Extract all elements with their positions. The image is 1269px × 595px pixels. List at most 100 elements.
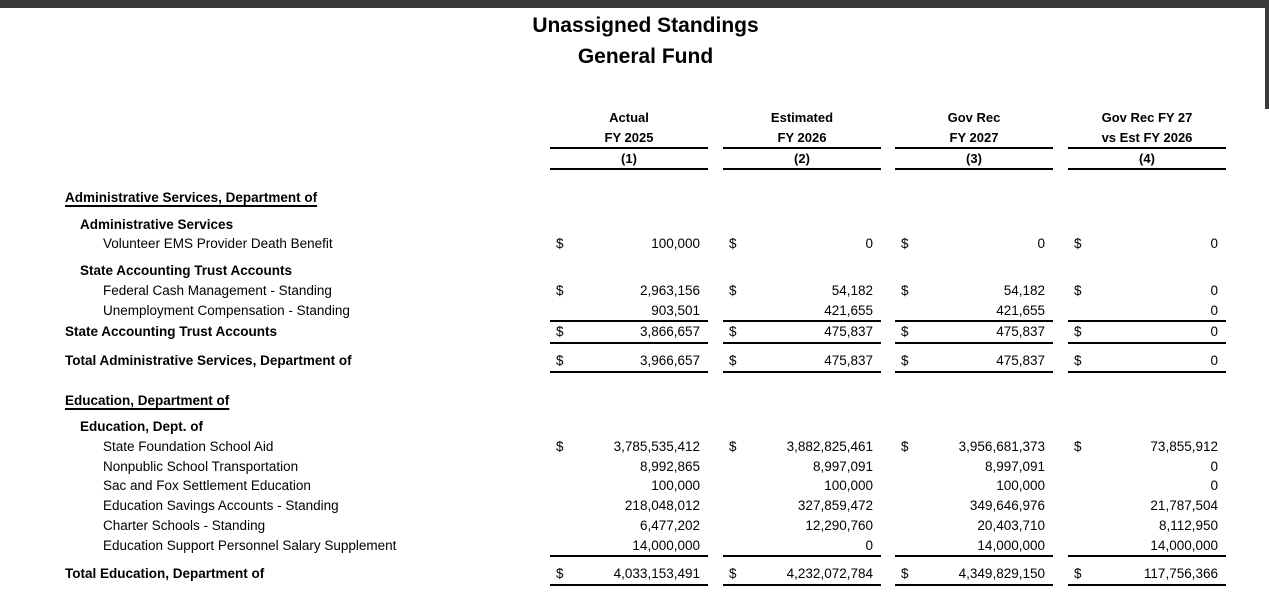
cell-value: 0 xyxy=(1210,478,1218,494)
value-cell: $ 475,837 xyxy=(895,351,1053,373)
dollar-sign: $ xyxy=(901,236,909,252)
row-label: Education Support Personnel Salary Suppl… xyxy=(103,537,397,553)
table-row: Federal Cash Management - Standing $ 2,9… xyxy=(0,281,1269,301)
cell-value: 8,997,091 xyxy=(812,458,873,474)
dollar-sign: $ xyxy=(901,282,909,298)
value-cell: 421,655 xyxy=(895,301,1053,323)
table-row: State Accounting Trust Accounts xyxy=(0,261,1269,281)
value-cell: $ 3,785,535,412 xyxy=(550,437,708,457)
column-number: (2) xyxy=(723,149,881,170)
value-cell: $ 0 xyxy=(1068,351,1226,373)
dollar-sign: $ xyxy=(1074,282,1082,298)
dollar-sign: $ xyxy=(729,282,737,298)
dollar-sign: $ xyxy=(729,352,737,368)
cell-value: 475,837 xyxy=(824,352,873,368)
table-row: Sac and Fox Settlement Education 100,000… xyxy=(0,476,1269,496)
cell-value: 475,837 xyxy=(996,352,1045,368)
column-label-line1: Gov Rec FY 27 xyxy=(1101,110,1193,125)
row-label: Volunteer EMS Provider Death Benefit xyxy=(103,236,333,252)
dollar-sign: $ xyxy=(901,439,909,455)
value-cell: 100,000 xyxy=(550,476,708,496)
cell-value: 0 xyxy=(1210,458,1218,474)
cell-value: 3,785,535,412 xyxy=(613,439,700,455)
column-label-line2: vs Est FY 2026 xyxy=(1068,128,1226,149)
cell-value: 100,000 xyxy=(824,478,873,494)
value-cell: 8,112,950 xyxy=(1068,516,1226,536)
cell-value: 0 xyxy=(865,236,873,252)
value-cell: 100,000 xyxy=(723,476,881,496)
value-cell: $ 100,000 xyxy=(550,234,708,254)
page-title: Unassigned Standings General Fund xyxy=(0,0,1269,72)
column-label-line1: Estimated xyxy=(770,110,834,125)
value-cell: 349,646,976 xyxy=(895,496,1053,516)
cell-value: 100,000 xyxy=(651,478,700,494)
column-label-line2: FY 2027 xyxy=(895,128,1053,149)
row-label: Federal Cash Management - Standing xyxy=(103,282,332,298)
cell-value: 3,866,657 xyxy=(639,324,700,340)
column-label-line1: Gov Rec xyxy=(947,110,1001,125)
cell-value: 0 xyxy=(1210,324,1218,340)
value-cell: $ 73,855,912 xyxy=(1068,437,1226,457)
value-cell: $ 4,349,829,150 xyxy=(895,564,1053,586)
value-cell: 218,048,012 xyxy=(550,496,708,516)
cell-value: 475,837 xyxy=(996,324,1045,340)
cell-value: 14,000,000 xyxy=(1150,537,1218,553)
column-header: Estimated FY 2026 (2) xyxy=(723,108,881,170)
dollar-sign: $ xyxy=(1074,352,1082,368)
row-label: Education, Department of xyxy=(65,392,230,408)
value-cell: $ 0 xyxy=(723,234,881,254)
row-label: Total Administrative Services, Departmen… xyxy=(65,352,352,368)
dollar-sign: $ xyxy=(556,282,564,298)
cell-value: 54,182 xyxy=(831,282,873,298)
value-cell: $ 475,837 xyxy=(723,322,881,344)
table-row: Volunteer EMS Provider Death Benefit $ 1… xyxy=(0,234,1269,254)
dollar-sign: $ xyxy=(729,236,737,252)
cell-value: 421,655 xyxy=(996,302,1045,318)
table-row: Charter Schools - Standing 6,477,202 12,… xyxy=(0,516,1269,536)
row-label: Total Education, Department of xyxy=(65,566,265,582)
column-header: Gov Rec FY 27 vs Est FY 2026 (4) xyxy=(1068,108,1226,170)
table-row: Education, Department of xyxy=(0,391,1269,411)
cell-value: 0 xyxy=(1210,352,1218,368)
value-cell: $ 0 xyxy=(1068,234,1226,254)
row-label: Nonpublic School Transportation xyxy=(103,458,299,474)
cell-value: 8,997,091 xyxy=(984,458,1045,474)
value-cell: 100,000 xyxy=(895,476,1053,496)
value-cell: 0 xyxy=(723,536,881,558)
dollar-sign: $ xyxy=(556,439,564,455)
cell-value: 903,501 xyxy=(651,302,700,318)
cell-value: 14,000,000 xyxy=(632,537,700,553)
table-rows: Administrative Services, Department of A… xyxy=(0,188,1269,586)
value-cell: 903,501 xyxy=(550,301,708,323)
cell-value: 8,992,865 xyxy=(639,458,700,474)
cell-value: 349,646,976 xyxy=(969,498,1045,514)
column-label-line1: Actual xyxy=(609,110,649,125)
cell-value: 4,033,153,491 xyxy=(613,566,700,582)
cell-value: 327,859,472 xyxy=(797,498,873,514)
cell-value: 421,655 xyxy=(824,302,873,318)
value-cell: 8,992,865 xyxy=(550,457,708,477)
value-cell: 14,000,000 xyxy=(550,536,708,558)
cell-value: 4,349,829,150 xyxy=(958,566,1045,582)
row-label-column-spacer xyxy=(0,108,550,170)
window-top-bar xyxy=(0,0,1269,8)
table-row: Total Education, Department of $ 4,033,1… xyxy=(0,564,1269,586)
value-cell: $ 54,182 xyxy=(723,281,881,301)
value-cell: $ 3,866,657 xyxy=(550,322,708,344)
value-cell: 0 xyxy=(1068,476,1226,496)
dollar-sign: $ xyxy=(1074,439,1082,455)
dollar-sign: $ xyxy=(901,352,909,368)
dollar-sign: $ xyxy=(556,352,564,368)
value-cell: $ 117,756,366 xyxy=(1068,564,1226,586)
cell-value: 3,966,657 xyxy=(639,352,700,368)
dollar-sign: $ xyxy=(1074,566,1082,582)
page-title-line2: General Fund xyxy=(577,45,714,68)
row-label: Unemployment Compensation - Standing xyxy=(103,302,350,318)
column-header: Actual FY 2025 (1) xyxy=(550,108,708,170)
cell-value: 3,882,825,461 xyxy=(786,439,873,455)
cell-value: 20,403,710 xyxy=(977,517,1045,533)
value-cell: 21,787,504 xyxy=(1068,496,1226,516)
value-cell: $ 3,882,825,461 xyxy=(723,437,881,457)
table-row: State Accounting Trust Accounts $ 3,866,… xyxy=(0,322,1269,344)
